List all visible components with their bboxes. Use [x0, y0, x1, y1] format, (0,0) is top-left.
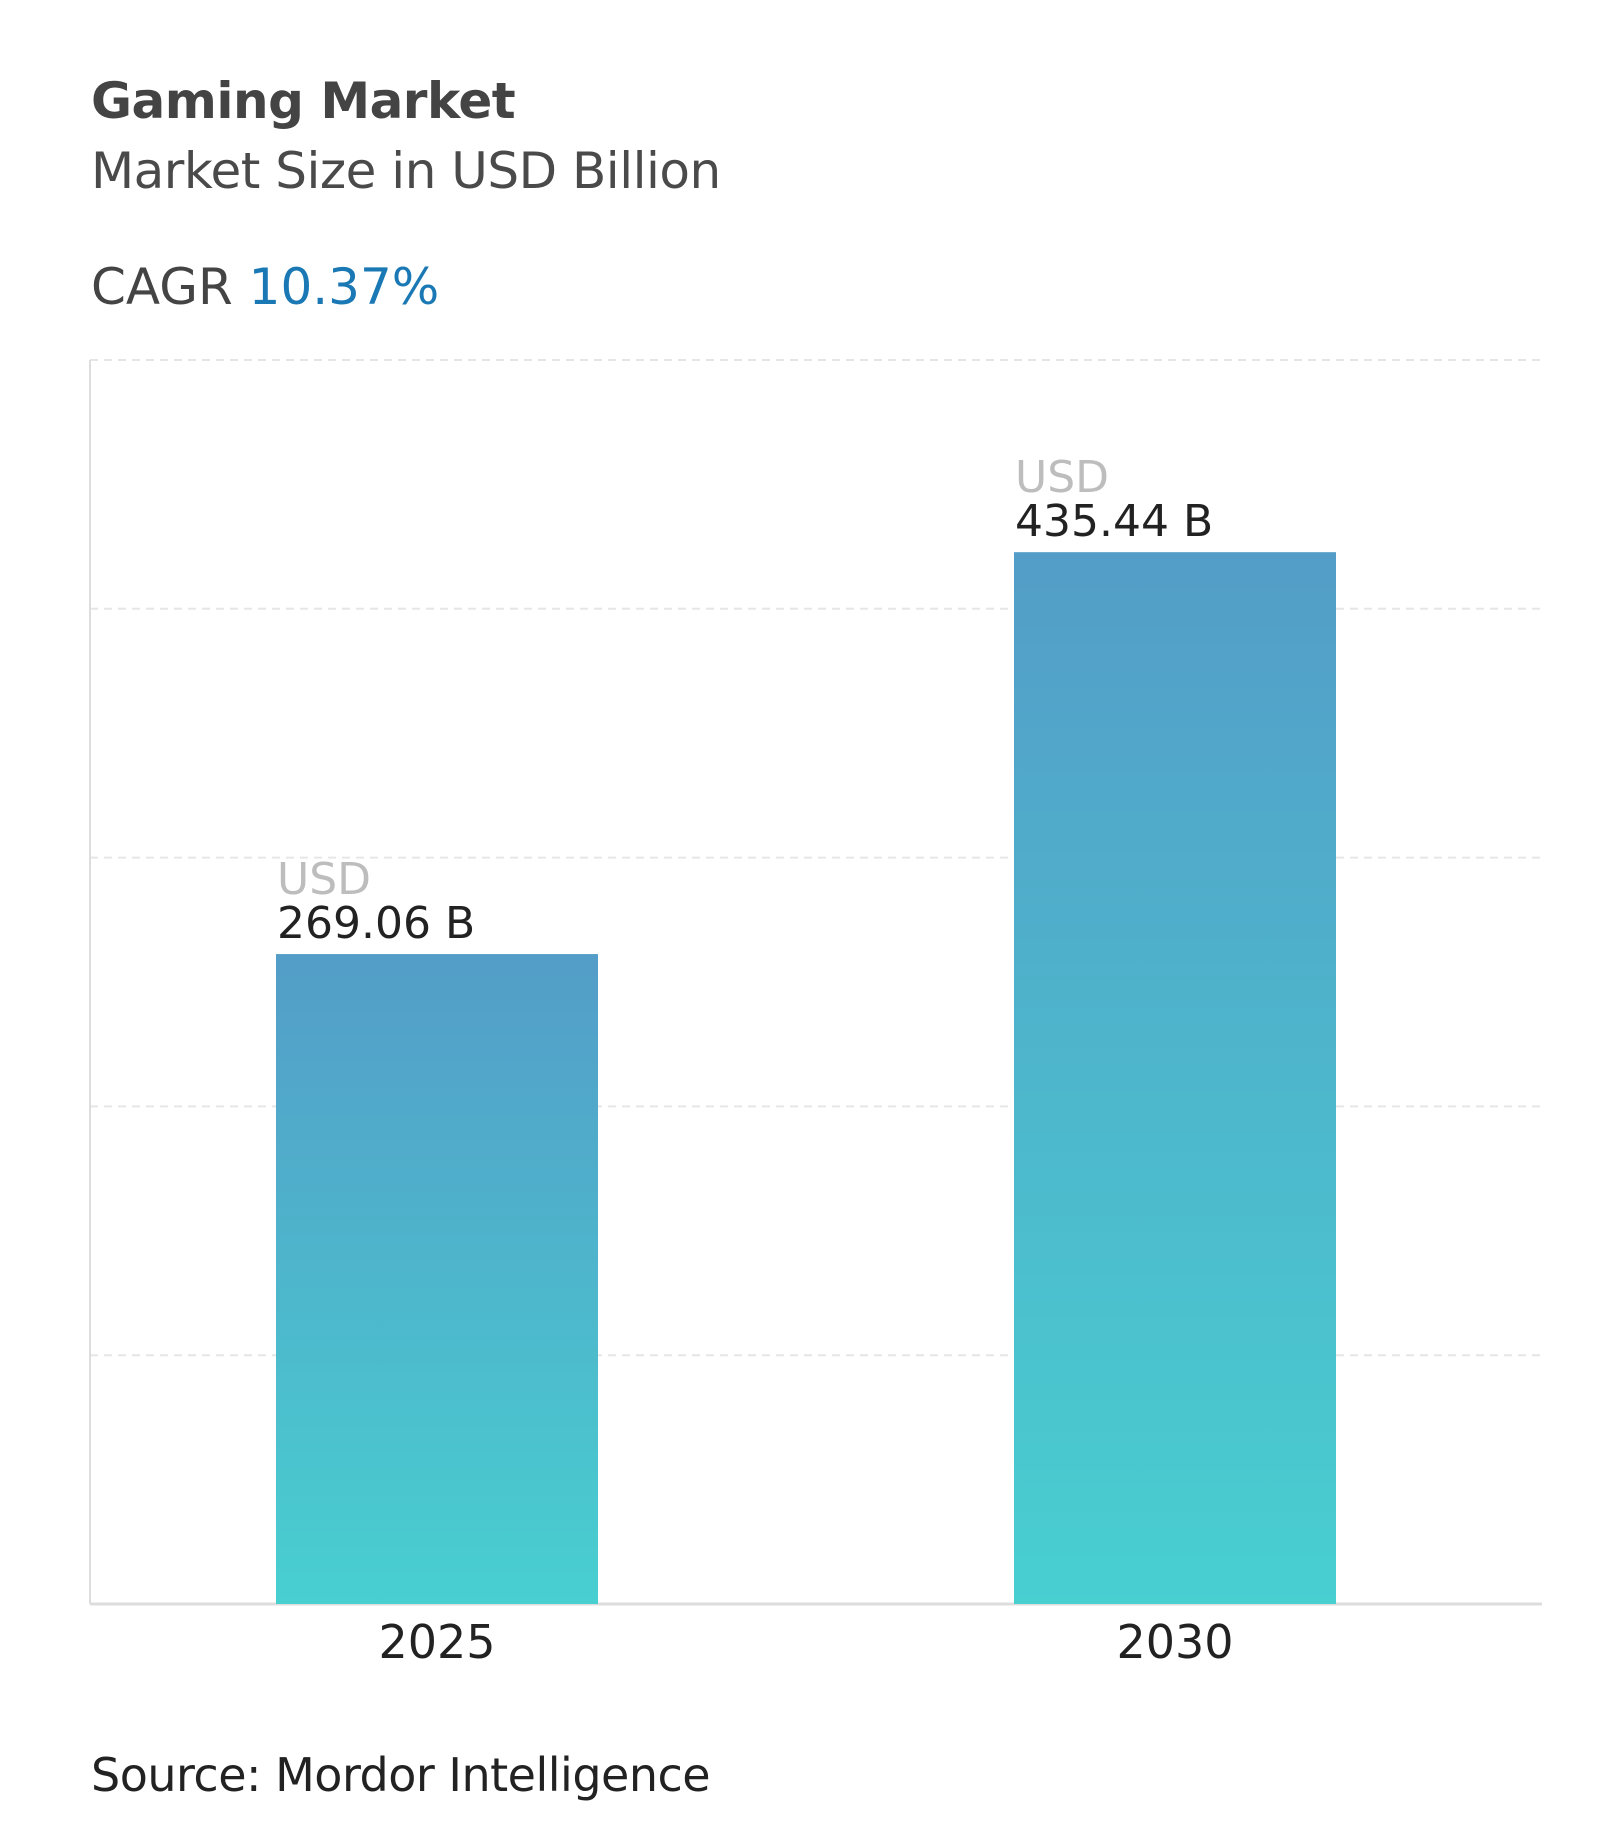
bar-2030	[1014, 552, 1336, 1604]
cagr-value: 10.37%	[248, 258, 440, 316]
data-label-unit: USD	[277, 854, 371, 905]
data-label-unit: USD	[1015, 452, 1109, 503]
chart-title: Gaming Market	[91, 72, 516, 130]
x-tick-label: 2025	[378, 1615, 495, 1669]
bar-2025	[276, 954, 598, 1604]
cagr: CAGR 10.37%	[91, 258, 439, 316]
data-label-value: 435.44 B	[1015, 496, 1213, 547]
cagr-label: CAGR	[91, 258, 233, 316]
source-note: Source: Mordor Intelligence	[91, 1748, 711, 1802]
x-tick-label: 2030	[1116, 1615, 1233, 1669]
data-label-value: 269.06 B	[277, 898, 475, 949]
chart-subtitle: Market Size in USD Billion	[91, 142, 721, 200]
